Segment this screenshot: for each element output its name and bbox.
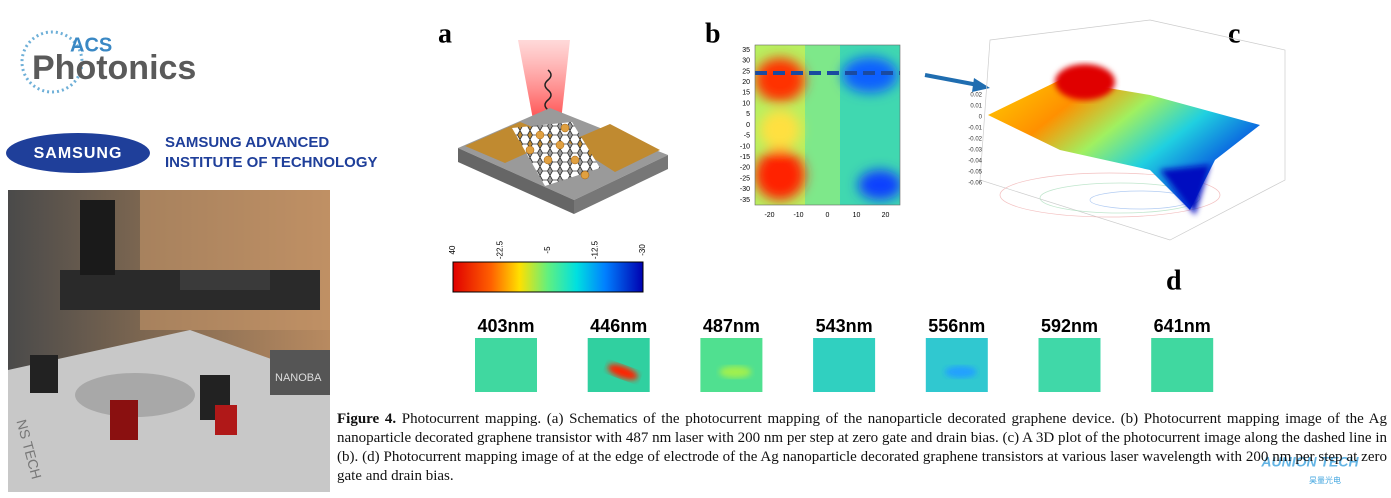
wavelength-label: 556nm — [928, 316, 985, 336]
wavelength-map — [813, 338, 876, 392]
colorbar-label: -12.5 — [591, 240, 600, 259]
y-tick-label: -10 — [740, 143, 750, 150]
institute-line: INSTITUTE OF TECHNOLOGY — [165, 154, 378, 171]
z-tick-label: -0.02 — [968, 137, 982, 143]
y-tick-label: -30 — [740, 186, 750, 193]
map-feature — [944, 366, 977, 378]
wavelength-label: 543nm — [816, 316, 873, 336]
wavelength-label: 487nm — [703, 316, 760, 336]
figure-caption: Figure 4. Photocurrent mapping. (a) Sche… — [337, 410, 1387, 486]
wavelength-label: 446nm — [590, 316, 647, 336]
institute-line: SAMSUNG ADVANCED — [165, 134, 329, 151]
y-tick-label: 20 — [742, 79, 750, 86]
z-tick-label: -0.03 — [968, 148, 982, 154]
photocurrent-map — [755, 45, 900, 205]
samsung-text: SAMSUNG — [34, 145, 123, 162]
acs-text: ACS — [70, 34, 112, 56]
wavelength-map — [1038, 338, 1101, 392]
y-tick-label: 0 — [746, 122, 750, 129]
x-tick-label: -20 — [764, 212, 774, 219]
map-feature — [607, 364, 638, 380]
watermark-brand: AUNION TECH — [1260, 454, 1359, 470]
photo-label: NANOBA — [275, 372, 322, 384]
z-tick-label: -0.04 — [968, 159, 982, 165]
wavelength-map — [700, 338, 763, 392]
z-tick-label: 0 — [979, 115, 983, 121]
y-tick-label: 35 — [742, 47, 750, 54]
watermark-sub: 昊量光电 — [1309, 475, 1341, 485]
y-tick-label: 30 — [742, 58, 750, 65]
panel-letter: d — [1166, 265, 1182, 296]
wavelength-map — [925, 338, 988, 392]
map-feature — [719, 366, 752, 378]
panel-letter: a — [438, 18, 452, 49]
surface-plot — [979, 19, 1286, 241]
wavelength-label: 592nm — [1041, 316, 1098, 336]
y-tick-label: -25 — [740, 175, 750, 182]
colorbar-label: -22.5 — [496, 240, 505, 259]
arrow-head — [972, 78, 990, 92]
z-tick-label: -0.05 — [968, 170, 982, 176]
y-tick-label: -35 — [740, 197, 750, 204]
x-tick-label: 0 — [826, 212, 830, 219]
y-tick-label: 15 — [742, 90, 750, 97]
y-tick-label: -20 — [740, 165, 750, 172]
lab-photo: NANOBA NS TECH — [8, 190, 330, 492]
panel-letter: c — [1228, 18, 1240, 49]
acs-logo: ACS Photonics — [20, 30, 196, 94]
wavelength-label: 641nm — [1154, 316, 1211, 336]
wavelength-map — [1151, 338, 1214, 392]
z-tick-label: -0.01 — [968, 126, 982, 132]
y-tick-label: 10 — [742, 100, 750, 107]
caption-text: Photocurrent mapping. (a) Schematics of … — [337, 411, 1387, 484]
device-schematic — [458, 40, 668, 214]
y-tick-label: 25 — [742, 68, 750, 75]
y-tick-label: -15 — [740, 154, 750, 161]
caption-label: Figure 4. — [337, 411, 397, 427]
wavelength-map — [475, 338, 537, 392]
z-tick-label: -0.06 — [968, 181, 982, 187]
x-tick-label: 20 — [882, 212, 890, 219]
y-tick-label: 5 — [746, 111, 750, 118]
map-frame — [754, 44, 901, 206]
colorbar-label: -5 — [543, 246, 552, 254]
z-tick-label: 0.01 — [970, 104, 982, 110]
wavelength-label: 403nm — [477, 316, 534, 336]
panel-letter: b — [705, 18, 721, 49]
x-tick-label: 10 — [853, 212, 861, 219]
y-tick-label: -5 — [744, 133, 750, 140]
arrow — [924, 73, 979, 87]
colorbar-label: -30 — [638, 244, 647, 256]
samsung-logo: SAMSUNG SAMSUNG ADVANCED INSTITUTE OF TE… — [6, 133, 378, 173]
colorbar-label: 40 — [448, 245, 457, 254]
colorbar — [452, 261, 644, 293]
z-tick-label: 0.02 — [970, 93, 982, 99]
photonics-text: Photonics — [32, 49, 196, 87]
x-tick-label: -10 — [793, 212, 803, 219]
